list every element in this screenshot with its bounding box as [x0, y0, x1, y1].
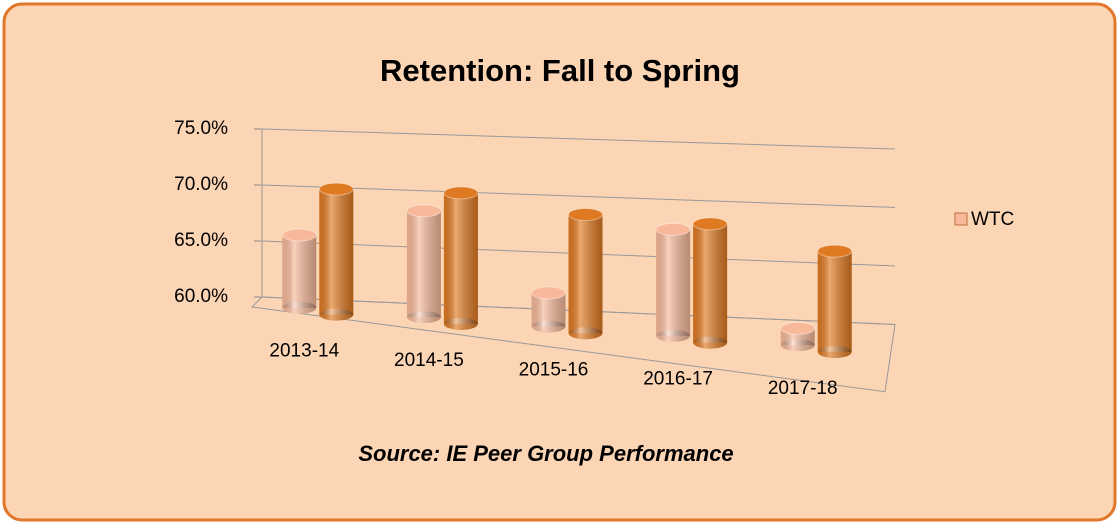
bar-part — [319, 308, 354, 321]
bar — [817, 244, 853, 358]
bar-part — [817, 244, 853, 258]
bar-part — [443, 317, 478, 330]
x-tick-label: 2016-17 — [643, 369, 713, 390]
bar-part — [281, 228, 317, 242]
bar-part — [318, 182, 354, 196]
annotation: Source: IE Peer Group Performance — [358, 441, 733, 466]
bar-part — [568, 214, 603, 334]
chart-title: Retention: Fall to Spring — [380, 53, 740, 88]
bar — [692, 217, 728, 349]
bar-part — [693, 336, 728, 349]
bar-part — [443, 186, 479, 200]
bar — [443, 186, 479, 330]
bar — [780, 321, 816, 352]
bar — [318, 182, 354, 321]
bar-part — [531, 320, 566, 333]
x-tick-label: 2013-14 — [269, 341, 339, 362]
bar — [655, 222, 691, 342]
y-tick-label: 60.0% — [174, 286, 228, 307]
grid-line — [261, 128, 896, 150]
bar — [406, 204, 442, 324]
bar-part — [692, 217, 728, 231]
bar — [281, 228, 317, 314]
bar-part — [780, 339, 815, 352]
bar-part — [406, 311, 441, 324]
legend-swatch — [954, 212, 968, 226]
x-tick-label: 2014-15 — [394, 350, 464, 371]
bar-part — [282, 234, 317, 308]
bar-part — [282, 301, 317, 314]
bar-part — [656, 229, 691, 336]
bar-part — [443, 192, 478, 324]
bar-part — [817, 251, 852, 352]
bar-part — [568, 327, 603, 340]
bar — [531, 286, 566, 333]
bar-part — [531, 286, 566, 300]
y-tick-label: 70.0% — [174, 174, 228, 195]
y-tick-label: 65.0% — [174, 230, 228, 251]
bar — [568, 208, 603, 340]
bar-part — [780, 321, 816, 335]
bar-part — [568, 208, 603, 222]
bar-part — [319, 189, 354, 315]
x-tick-label: 2015-16 — [519, 359, 589, 380]
bar-part — [817, 345, 852, 358]
bar-part — [655, 222, 691, 236]
legend-label: WTC — [971, 209, 1014, 230]
bar-part — [656, 329, 691, 342]
bar-part — [693, 223, 728, 343]
bar-part — [406, 210, 441, 318]
x-tick-label: 2017-18 — [768, 378, 838, 399]
grid-line — [261, 184, 896, 208]
y-tick-label: 75.0% — [174, 118, 228, 139]
bar-part — [406, 204, 442, 218]
